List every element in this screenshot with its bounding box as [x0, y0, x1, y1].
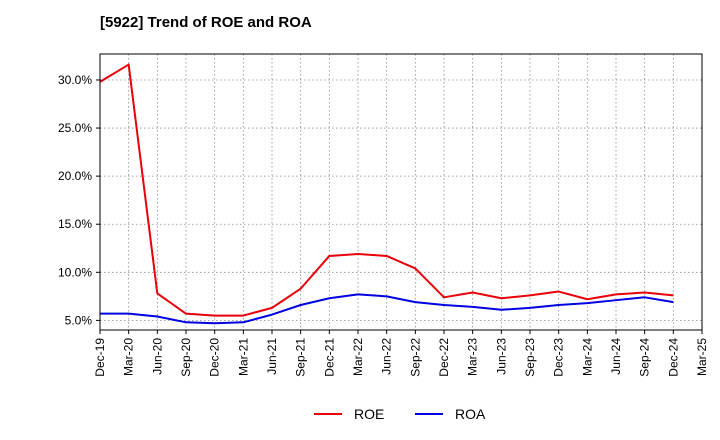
series-line-roe	[99, 63, 674, 317]
x-tick-label: Mar-24	[580, 338, 594, 376]
legend-label-roe: ROE	[354, 406, 384, 422]
series-line-roa	[100, 293, 674, 325]
x-tick-label: Dec-20	[208, 338, 222, 377]
x-tick-label: Dec-23	[552, 338, 566, 377]
x-tick-label: Jun-23	[494, 338, 508, 375]
x-tick-label: Sep-23	[523, 338, 537, 377]
x-tick-label: Jun-24	[609, 338, 623, 375]
x-tick-label: Jun-22	[380, 338, 394, 375]
x-tick-label: Dec-24	[666, 338, 680, 377]
x-tick-label: Dec-22	[437, 338, 451, 377]
y-tick-label: 10.0%	[58, 265, 92, 279]
y-axis-ticks: 5.0% 10.0% 15.0% 20.0% 25.0% 30.0%	[58, 73, 100, 327]
x-tick-label: Mar-22	[351, 338, 365, 376]
x-axis-ticks: Dec-19 Mar-20 Jun-20 Sep-20 Dec-20 Mar-21 Jun-…	[93, 330, 709, 377]
legend-label-roa: ROA	[455, 406, 486, 422]
series-lines	[99, 63, 674, 325]
x-tick-label: Mar-21	[236, 338, 250, 376]
x-tick-label: Mar-25	[695, 338, 709, 376]
grid-lines	[99, 54, 703, 330]
y-tick-label: 30.0%	[58, 73, 92, 87]
x-tick-label: Jun-20	[150, 338, 164, 375]
y-tick-label: 25.0%	[58, 121, 92, 135]
x-tick-label: Dec-21	[322, 338, 336, 377]
x-tick-label: Jun-21	[265, 338, 279, 375]
legend: ROE ROA	[314, 406, 486, 422]
chart-title: [5922] Trend of ROE and ROA	[100, 14, 312, 31]
plot-frame	[99, 53, 703, 331]
x-tick-label: Sep-24	[638, 338, 652, 377]
y-tick-label: 20.0%	[58, 169, 92, 183]
y-tick-label: 15.0%	[58, 217, 92, 231]
y-tick-label: 5.0%	[65, 313, 93, 327]
x-tick-label: Mar-20	[122, 338, 136, 376]
x-tick-label: Sep-22	[408, 338, 422, 377]
x-tick-label: Dec-19	[93, 338, 107, 377]
x-tick-label: Sep-20	[179, 338, 193, 377]
x-tick-label: Sep-21	[294, 338, 308, 377]
x-tick-label: Mar-23	[466, 338, 480, 376]
